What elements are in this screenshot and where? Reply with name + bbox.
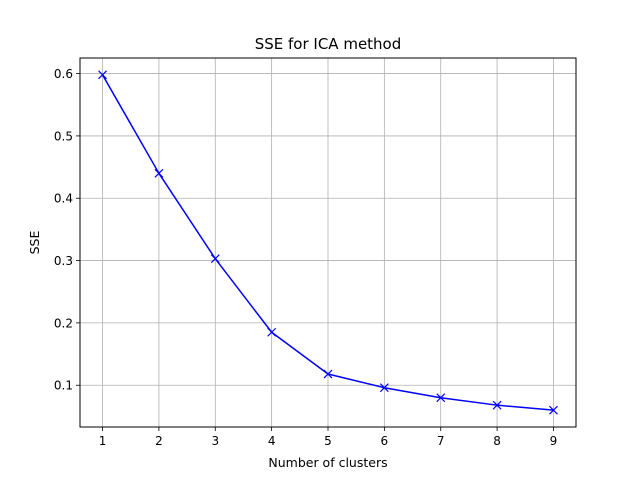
y-axis-label: SSE: [27, 231, 42, 255]
x-tick-label: 4: [268, 434, 276, 448]
data-point-marker: [210, 254, 220, 264]
y-tick-label: 0.2: [54, 316, 73, 330]
x-tick-label: 3: [211, 434, 219, 448]
x-tick-label: 7: [437, 434, 445, 448]
data-point-marker: [492, 400, 502, 410]
y-tick-label: 0.5: [54, 129, 73, 143]
grid-lines: [80, 58, 576, 427]
x-tick-label: 2: [155, 434, 163, 448]
data-point-marker: [549, 405, 558, 415]
data-point-marker: [154, 168, 164, 178]
data-series: [98, 70, 558, 415]
x-axis-label: Number of clusters: [268, 455, 387, 470]
data-point-marker: [436, 393, 446, 403]
data-point-marker: [98, 70, 107, 80]
x-tick-label: 5: [324, 434, 332, 448]
y-tick-label: 0.4: [54, 192, 73, 206]
y-tick-label: 0.6: [54, 67, 73, 81]
x-tick-label: 9: [550, 434, 558, 448]
x-tick-label: 8: [493, 434, 501, 448]
axis-ticks: 1 2 3 4 5 6 7 8 9 0.1 0.2 0.3 0.4 0.5 0.6: [54, 67, 557, 448]
x-tick-label: 1: [99, 434, 107, 448]
x-tick-label: 6: [381, 434, 389, 448]
data-point-marker: [379, 383, 389, 393]
chart-title: SSE for ICA method: [255, 35, 402, 53]
y-tick-label: 0.3: [54, 254, 73, 268]
y-tick-label: 0.1: [54, 379, 73, 393]
data-point-marker: [323, 369, 333, 379]
data-point-marker: [267, 327, 277, 337]
